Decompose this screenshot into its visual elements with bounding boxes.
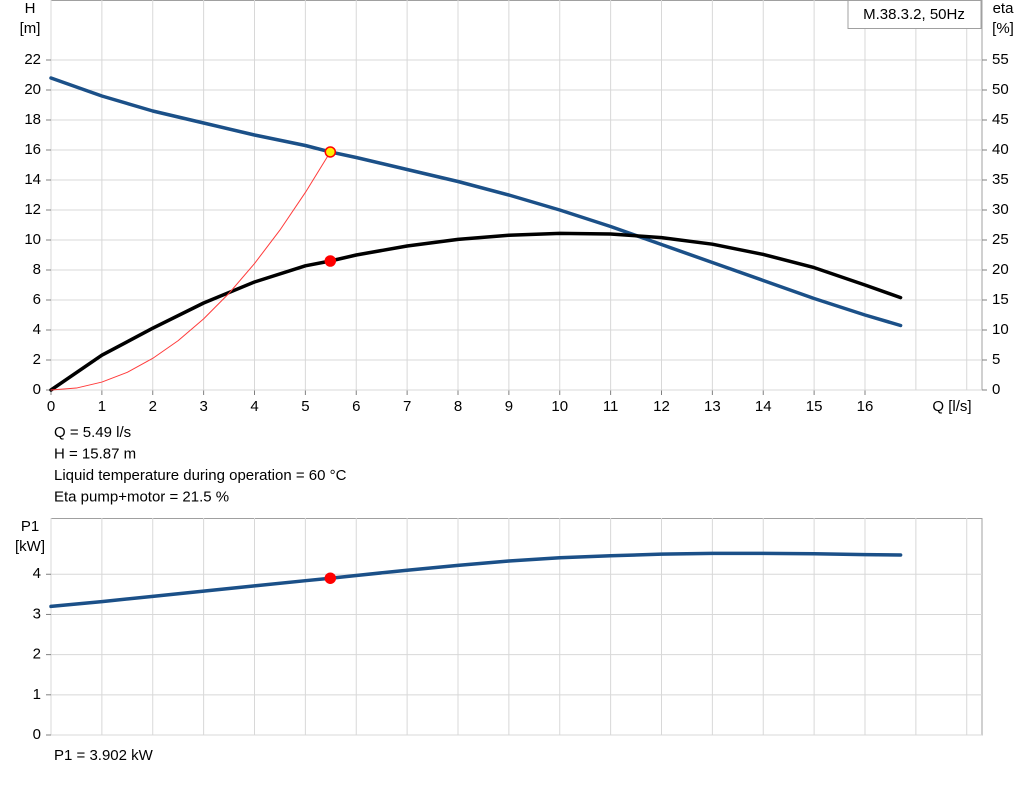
y2-tick-label: 35: [992, 171, 1009, 188]
x-tick-label: 11: [603, 398, 619, 415]
y2-tick-label: 40: [992, 141, 1009, 158]
x-tick-label: 3: [199, 398, 207, 415]
y2-tick-label: 45: [992, 111, 1009, 128]
y-tick-label: 3: [33, 605, 41, 622]
y-tick-label: 12: [24, 201, 41, 218]
y-tick-label: 20: [24, 81, 41, 98]
curve: [49, 231, 903, 392]
info-note: H = 15.87 m: [54, 445, 136, 462]
x-tick-label: 14: [755, 398, 772, 415]
info-note: Q = 5.49 l/s: [54, 424, 131, 441]
y-tick-label: 2: [33, 351, 41, 368]
x-tick-label: 6: [352, 398, 360, 415]
x-tick-label: 0: [47, 398, 55, 415]
y-axis-label: H: [25, 0, 36, 17]
y2-tick-label: 0: [992, 381, 1000, 398]
x-tick-label: 15: [806, 398, 823, 415]
plot-area: [50, 518, 983, 736]
x-tick-label: 10: [551, 398, 568, 415]
x-tick-label: 1: [98, 398, 106, 415]
y-tick-label: 1: [33, 686, 41, 703]
operating-point: [324, 572, 337, 584]
y-tick-label: 10: [24, 231, 41, 248]
y-tick-label: 4: [33, 565, 41, 582]
y-tick-label: 14: [24, 171, 41, 188]
y2-tick-label: 55: [992, 51, 1009, 68]
y2-tick-label: 10: [992, 321, 1009, 338]
info-note: P1 = 3.902 kW: [54, 747, 154, 764]
model-label-box: [847, 0, 982, 29]
curve: [50, 151, 331, 391]
y-tick-label: 16: [24, 141, 41, 158]
y-tick-label: 8: [33, 261, 41, 278]
y-tick-label: 0: [33, 726, 41, 743]
y2-tick-label: 25: [992, 231, 1009, 248]
curve: [49, 76, 903, 328]
x-tick-label: 13: [704, 398, 721, 415]
x-tick-label: 16: [857, 398, 874, 415]
info-note: Eta pump+motor = 21.5 %: [54, 488, 229, 505]
y2-tick-label: 30: [992, 201, 1009, 218]
y-tick-label: 6: [33, 291, 41, 308]
curve: [49, 551, 903, 609]
plot-area: [50, 0, 983, 391]
y-tick-label: 4: [33, 321, 41, 338]
x-tick-label: 4: [250, 398, 258, 415]
y2-tick-label: 50: [992, 81, 1009, 98]
y-tick-label: 2: [33, 646, 41, 663]
operating-point: [324, 146, 337, 158]
y-tick-label: 0: [33, 381, 41, 398]
y-tick-label: 22: [24, 51, 41, 68]
chart-title: M.38.3.2, 50Hz: [863, 6, 965, 23]
y-axis-unit: [m]: [20, 20, 41, 37]
y2-tick-label: 20: [992, 261, 1009, 278]
operating-point: [324, 255, 337, 267]
y2-axis-unit: [%]: [992, 20, 1014, 37]
x-tick-label: 12: [653, 398, 670, 415]
x-tick-label: 9: [505, 398, 513, 415]
y-axis-label: P1: [21, 518, 39, 535]
y2-tick-label: 5: [992, 351, 1000, 368]
info-note: Liquid temperature during operation = 60…: [54, 467, 347, 484]
x-tick-label: 5: [301, 398, 309, 415]
y-axis-unit: [kW]: [15, 538, 45, 555]
x-tick-label: 8: [454, 398, 462, 415]
y-tick-label: 18: [24, 111, 41, 128]
x-axis-label: Q [l/s]: [932, 398, 971, 415]
y2-axis-label: eta: [993, 0, 1015, 17]
x-tick-label: 2: [149, 398, 157, 415]
y2-tick-label: 15: [992, 291, 1009, 308]
x-tick-label: 7: [403, 398, 411, 415]
